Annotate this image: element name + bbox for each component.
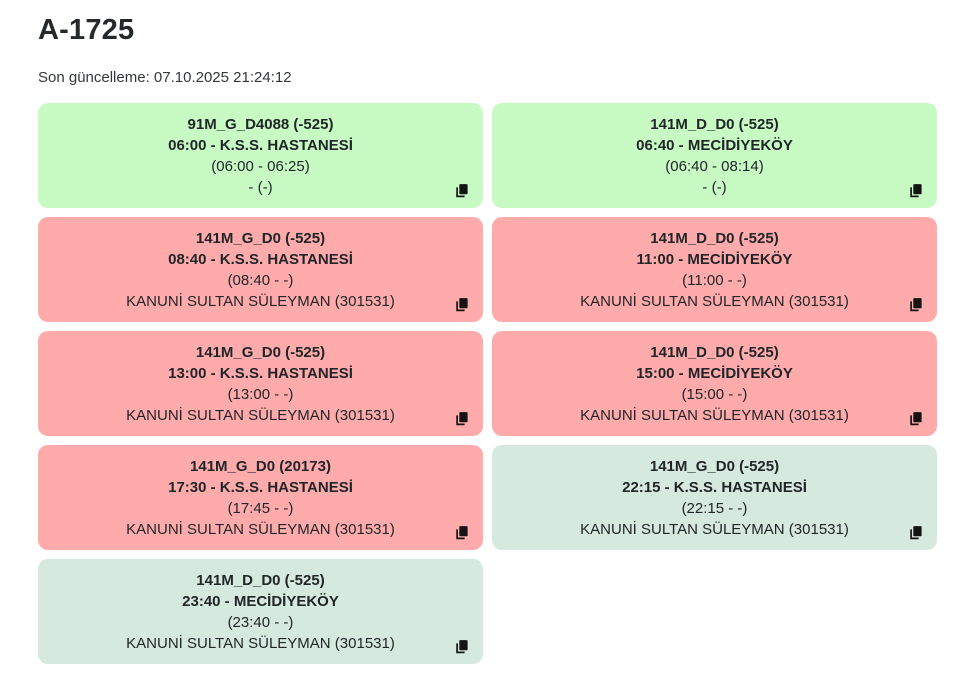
trip-time-window: (08:40 - -) bbox=[227, 271, 294, 289]
trip-card[interactable]: 141M_D_D0 (-525) 15:00 - MECİDİYEKÖY (15… bbox=[492, 331, 937, 436]
copy-button[interactable] bbox=[907, 524, 924, 541]
trip-departure-label: 13:00 - K.S.S. HASTANESİ bbox=[168, 364, 353, 382]
copy-button[interactable] bbox=[453, 524, 470, 541]
copy-icon bbox=[454, 411, 470, 427]
copy-icon bbox=[908, 183, 924, 199]
trip-card[interactable]: 141M_G_D0 (20173) 17:30 - K.S.S. HASTANE… bbox=[38, 445, 483, 550]
trip-unit-label: 141M_G_D0 (-525) bbox=[649, 457, 780, 475]
trip-driver-label: KANUNİ SULTAN SÜLEYMAN (301531) bbox=[126, 406, 395, 424]
copy-icon bbox=[454, 639, 470, 655]
trip-card[interactable]: 141M_G_D0 (-525) 22:15 - K.S.S. HASTANES… bbox=[492, 445, 937, 550]
copy-icon bbox=[454, 183, 470, 199]
trip-time-window: (11:00 - -) bbox=[682, 271, 747, 289]
trip-driver-label: KANUNİ SULTAN SÜLEYMAN (301531) bbox=[126, 292, 395, 310]
trip-departure-label: 06:00 - K.S.S. HASTANESİ bbox=[168, 136, 353, 154]
trip-driver-label: KANUNİ SULTAN SÜLEYMAN (301531) bbox=[126, 634, 395, 652]
copy-icon bbox=[908, 411, 924, 427]
last-update-text: Son güncelleme: 07.10.2025 21:24:12 bbox=[38, 69, 292, 86]
trip-driver-label: - (-) bbox=[248, 178, 273, 196]
trip-card[interactable]: 91M_G_D4088 (-525) 06:00 - K.S.S. HASTAN… bbox=[38, 103, 483, 208]
trip-driver-label: KANUNİ SULTAN SÜLEYMAN (301531) bbox=[580, 406, 849, 424]
trip-unit-label: 141M_D_D0 (-525) bbox=[650, 229, 779, 247]
trip-time-window: (06:40 - 08:14) bbox=[665, 157, 764, 175]
copy-button[interactable] bbox=[453, 638, 470, 655]
trip-departure-label: 22:15 - K.S.S. HASTANESİ bbox=[622, 478, 807, 496]
trip-driver-label: KANUNİ SULTAN SÜLEYMAN (301531) bbox=[580, 292, 849, 310]
copy-button[interactable] bbox=[907, 182, 924, 199]
trip-departure-label: 15:00 - MECİDİYEKÖY bbox=[636, 364, 793, 382]
copy-button[interactable] bbox=[453, 410, 470, 427]
trip-unit-label: 91M_G_D4088 (-525) bbox=[187, 115, 334, 133]
trip-time-window: (13:00 - -) bbox=[227, 385, 294, 403]
copy-button[interactable] bbox=[907, 410, 924, 427]
trip-card[interactable]: 141M_D_D0 (-525) 06:40 - MECİDİYEKÖY (06… bbox=[492, 103, 937, 208]
trip-time-window: (23:40 - -) bbox=[227, 613, 294, 631]
trip-departure-label: 11:00 - MECİDİYEKÖY bbox=[636, 250, 793, 268]
copy-icon bbox=[454, 525, 470, 541]
trip-card[interactable]: 141M_D_D0 (-525) 23:40 - MECİDİYEKÖY (23… bbox=[38, 559, 483, 664]
trip-unit-label: 141M_G_D0 (-525) bbox=[195, 229, 326, 247]
trip-card[interactable]: 141M_G_D0 (-525) 13:00 - K.S.S. HASTANES… bbox=[38, 331, 483, 436]
trip-card[interactable]: 141M_G_D0 (-525) 08:40 - K.S.S. HASTANES… bbox=[38, 217, 483, 322]
trip-time-window: (06:00 - 06:25) bbox=[211, 157, 310, 175]
copy-button[interactable] bbox=[453, 296, 470, 313]
trip-time-window: (15:00 - -) bbox=[681, 385, 748, 403]
trip-time-window: (22:15 - -) bbox=[681, 499, 748, 517]
trip-card[interactable]: 141M_D_D0 (-525) 11:00 - MECİDİYEKÖY (11… bbox=[492, 217, 937, 322]
trip-unit-label: 141M_D_D0 (-525) bbox=[650, 115, 779, 133]
trip-unit-label: 141M_G_D0 (20173) bbox=[190, 457, 331, 475]
trip-unit-label: 141M_D_D0 (-525) bbox=[196, 571, 325, 589]
copy-button[interactable] bbox=[907, 296, 924, 313]
copy-icon bbox=[454, 297, 470, 313]
copy-icon bbox=[908, 525, 924, 541]
copy-button[interactable] bbox=[453, 182, 470, 199]
trip-time-window: (17:45 - -) bbox=[227, 499, 294, 517]
trip-driver-label: - (-) bbox=[702, 178, 727, 196]
trip-driver-label: KANUNİ SULTAN SÜLEYMAN (301531) bbox=[126, 520, 395, 538]
trip-unit-label: 141M_G_D0 (-525) bbox=[195, 343, 326, 361]
trip-departure-label: 06:40 - MECİDİYEKÖY bbox=[636, 136, 793, 154]
trip-departure-label: 08:40 - K.S.S. HASTANESİ bbox=[168, 250, 353, 268]
trip-driver-label: KANUNİ SULTAN SÜLEYMAN (301531) bbox=[580, 520, 849, 538]
trip-departure-label: 23:40 - MECİDİYEKÖY bbox=[182, 592, 339, 610]
trip-card-grid: 91M_G_D4088 (-525) 06:00 - K.S.S. HASTAN… bbox=[38, 103, 937, 664]
page-title: A-1725 bbox=[38, 14, 135, 46]
trip-departure-label: 17:30 - K.S.S. HASTANESİ bbox=[168, 478, 353, 496]
copy-icon bbox=[908, 297, 924, 313]
trip-unit-label: 141M_D_D0 (-525) bbox=[650, 343, 779, 361]
